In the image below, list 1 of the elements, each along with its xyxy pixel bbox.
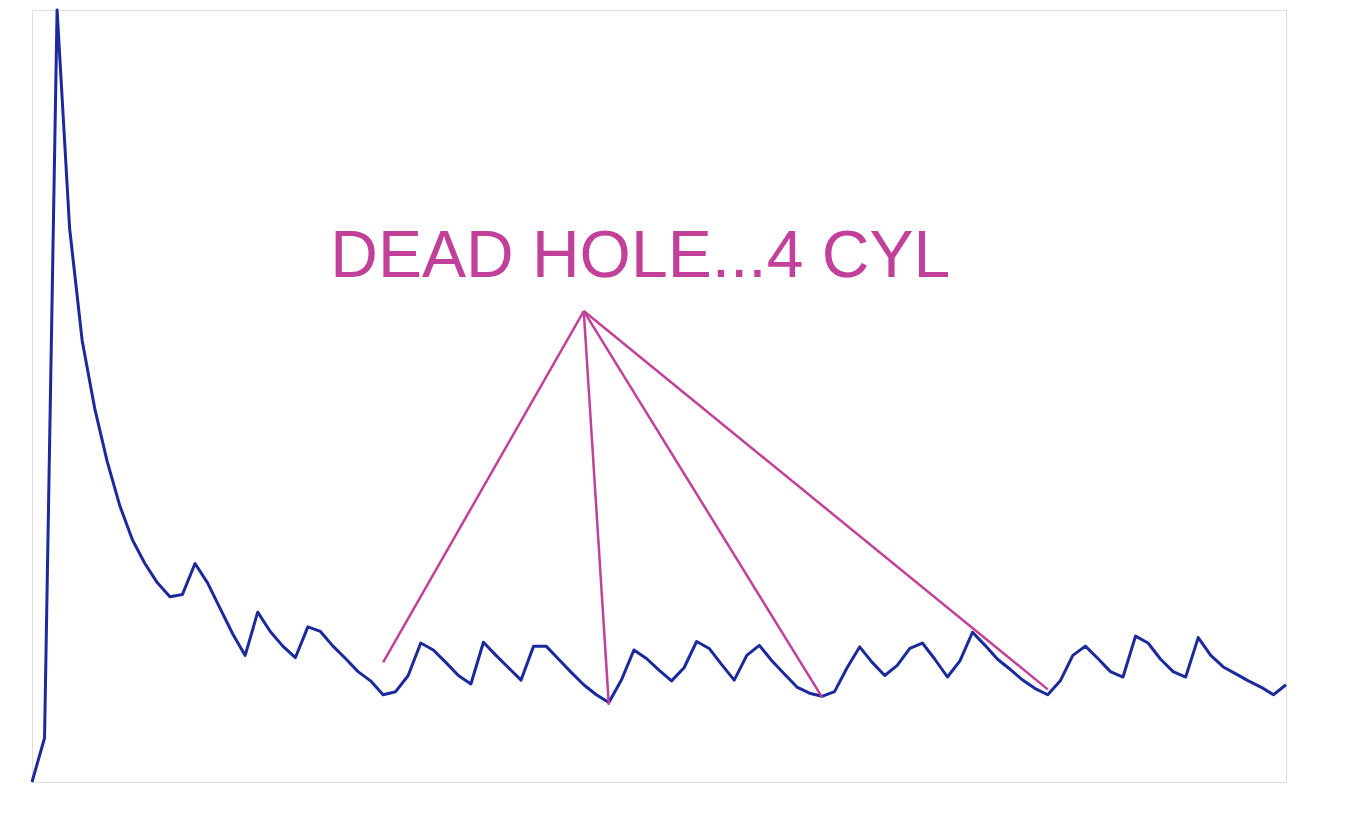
annotation: DEAD HOLE...4 CYL — [330, 217, 951, 292]
